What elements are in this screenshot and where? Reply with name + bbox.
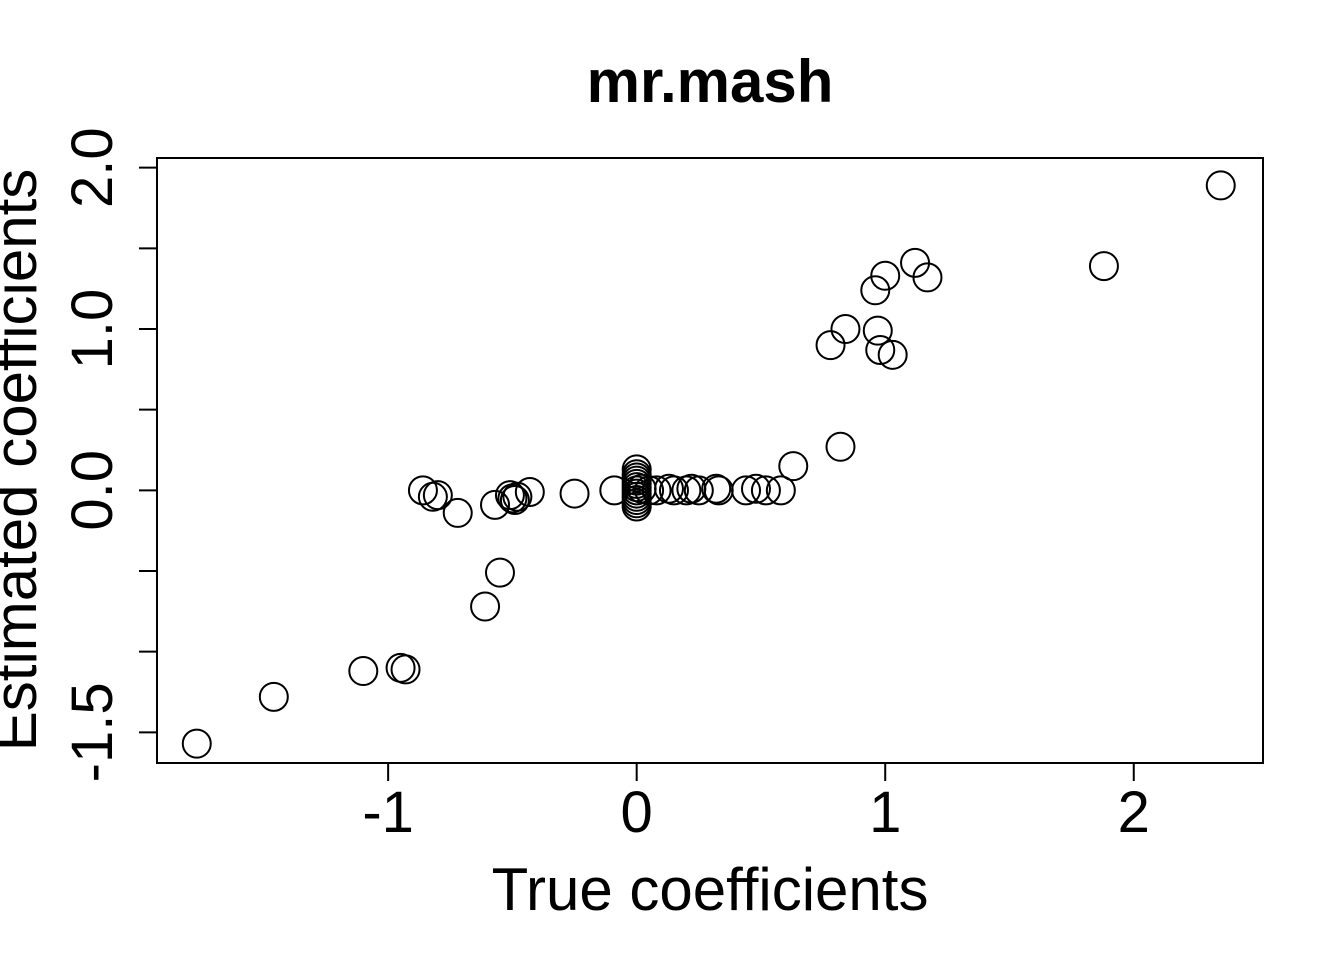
data-point (683, 475, 714, 506)
data-point (703, 475, 734, 506)
data-point (348, 656, 379, 687)
y-tick-label: 0.0 (60, 450, 125, 531)
data-point (258, 681, 289, 712)
data-point (559, 478, 590, 509)
data-point (912, 262, 943, 293)
y-tick-label: -1.5 (60, 682, 125, 782)
data-point (407, 475, 438, 506)
data-point (701, 473, 732, 504)
x-tick-label: 2 (1118, 780, 1150, 845)
y-tick-label: 1.0 (60, 289, 125, 370)
data-point (877, 339, 908, 370)
data-point (634, 475, 665, 506)
x-axis: -1 0 1 2 (362, 763, 1150, 845)
y-tick-label: 2.0 (60, 127, 125, 208)
data-point (470, 591, 501, 622)
data-point (731, 475, 762, 506)
data-point (641, 475, 672, 506)
x-tick-label: -1 (362, 780, 414, 845)
data-point (862, 315, 893, 346)
chart-title: mr.mash (587, 48, 834, 115)
data-point (1088, 251, 1119, 282)
data-point (621, 491, 652, 522)
data-point (765, 475, 796, 506)
data-point (830, 314, 861, 345)
data-points (181, 170, 1236, 759)
data-point (480, 489, 511, 520)
data-point (825, 431, 856, 462)
plot-frame (156, 157, 1264, 764)
data-point (750, 475, 781, 506)
y-axis: -1.5 0.0 1.0 2.0 (60, 127, 157, 782)
data-point (484, 557, 515, 588)
data-point (870, 260, 901, 291)
x-axis-label: True coefficients (492, 856, 929, 923)
data-point (442, 497, 473, 528)
data-point (860, 275, 891, 306)
x-tick-label: 0 (621, 780, 653, 845)
data-point (865, 334, 896, 365)
data-point (499, 485, 530, 516)
data-point (740, 473, 771, 504)
y-axis-label: Estimated coefficients (0, 169, 49, 752)
data-point (422, 480, 453, 511)
data-point (514, 476, 545, 507)
data-point (181, 728, 212, 759)
x-tick-label: 1 (869, 780, 901, 845)
data-point (815, 330, 846, 361)
data-point (390, 654, 421, 685)
data-point (778, 451, 809, 482)
data-point (502, 481, 533, 512)
data-point (658, 475, 689, 506)
data-point (1205, 170, 1236, 201)
